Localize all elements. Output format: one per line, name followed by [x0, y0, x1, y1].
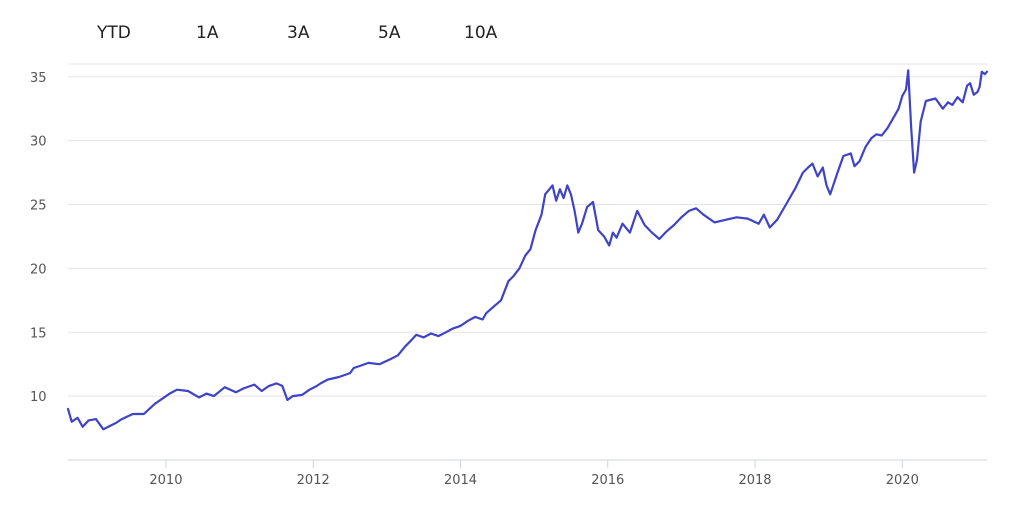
range-selector: YTD 1A 3A 5A 10A — [0, 0, 1014, 64]
y-tick-label: 10 — [30, 390, 47, 405]
range-button-10a[interactable]: 10A — [464, 20, 497, 46]
range-button-1a[interactable]: 1A — [196, 20, 218, 46]
x-tick-label: 2014 — [444, 473, 477, 488]
x-tick-label: 2018 — [738, 473, 771, 488]
range-button-3a[interactable]: 3A — [287, 20, 309, 46]
y-tick-label: 25 — [30, 199, 47, 214]
y-tick-label: 20 — [30, 262, 47, 277]
x-tick-label: 2016 — [591, 473, 624, 488]
range-button-ytd[interactable]: YTD — [97, 20, 131, 46]
x-tick-label: 2012 — [297, 473, 330, 488]
range-button-5a[interactable]: 5A — [378, 20, 400, 46]
x-tick-label: 2010 — [149, 473, 182, 488]
y-tick-label: 30 — [30, 135, 47, 150]
y-tick-label: 15 — [30, 326, 47, 341]
x-tick-label: 2020 — [886, 473, 919, 488]
series-line — [66, 69, 989, 431]
y-tick-label: 35 — [30, 71, 47, 86]
